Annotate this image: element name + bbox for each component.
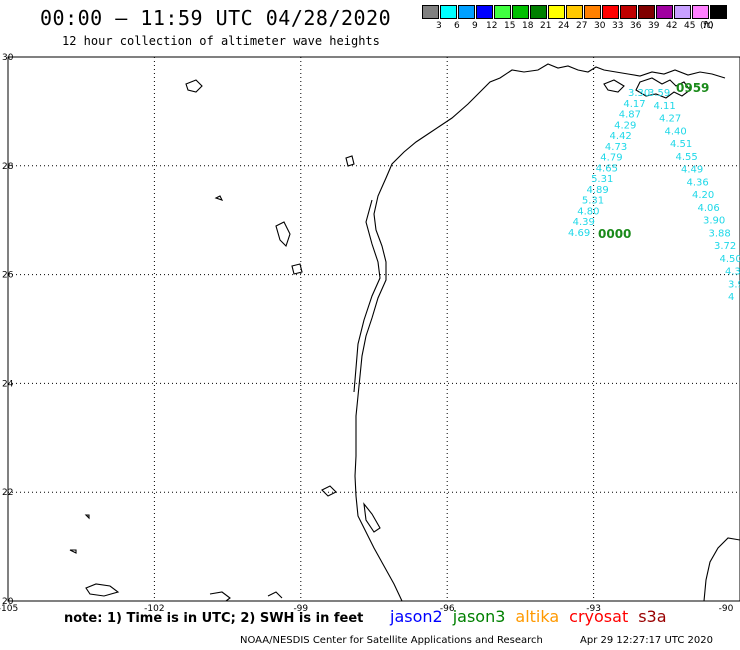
latitude-tick-label: 24 xyxy=(2,379,14,389)
swh-value-label: 4.06 xyxy=(698,203,720,214)
legend-label: 45 xyxy=(684,21,696,31)
longitude-tick-label: -102 xyxy=(144,604,164,614)
longitude-tick-label: -99 xyxy=(293,604,308,614)
swh-value-label: 4.39 xyxy=(573,217,595,228)
legend-label: 30 xyxy=(594,21,606,31)
latitude-tick-label: 26 xyxy=(2,271,14,281)
longitude-tick-label: -105 xyxy=(0,604,18,614)
swh-value-label: 4.49 xyxy=(681,165,703,176)
swh-value-label: 4.87 xyxy=(619,110,641,121)
swh-value-label: 4.11 xyxy=(654,101,676,112)
legend-swatch xyxy=(494,5,511,19)
longitude-tick-label: -93 xyxy=(586,604,601,614)
legend-swatch xyxy=(422,5,439,19)
legend-label: 27 xyxy=(576,21,588,31)
latitude-tick-label: 30 xyxy=(2,53,14,63)
swh-value-label: 5.31 xyxy=(582,196,604,207)
legend-swatch xyxy=(656,5,673,19)
latitude-tick-label: 28 xyxy=(2,162,14,172)
legend-swatch xyxy=(620,5,637,19)
swh-value-label: 4.29 xyxy=(614,120,636,131)
swh-value-label: 4.55 xyxy=(676,152,698,163)
satellite-cryosat: cryosat xyxy=(569,607,629,626)
swh-value-label: 5.31 xyxy=(591,174,613,185)
swh-value-label: 4.80 xyxy=(577,206,599,217)
swh-value-label: 4.40 xyxy=(665,126,687,137)
swh-value-label: 3.30 xyxy=(628,88,650,99)
legend-label: 42 xyxy=(666,21,678,31)
swh-value-label: 3.88 xyxy=(709,228,731,239)
legend-swatch xyxy=(440,5,457,19)
swh-value-label: 4.17 xyxy=(623,99,645,110)
longitude-tick-label: -96 xyxy=(440,604,455,614)
legend-swatch xyxy=(584,5,601,19)
credit-text: NOAA/NESDIS Center for Satellite Applica… xyxy=(240,635,543,646)
legend-swatch xyxy=(566,5,583,19)
legend-label: 15 xyxy=(504,21,516,31)
swh-value-label: 4.69 xyxy=(568,228,590,239)
swh-value-label: 4.79 xyxy=(600,153,622,164)
swh-value-label: 3.90 xyxy=(703,216,725,227)
legend-label: 3 xyxy=(436,21,442,31)
swh-value-label: 4.31 xyxy=(725,267,740,278)
swh-value-label: 4.89 xyxy=(586,185,608,196)
satellite-s3a: s3a xyxy=(638,607,667,626)
swh-value-label: 4.50 xyxy=(720,254,740,265)
swh-value-label: 3.9 xyxy=(728,279,740,290)
legend-label: 70 xyxy=(702,21,714,31)
legend-label: 24 xyxy=(558,21,570,31)
legend-label: 39 xyxy=(648,21,660,31)
legend-swatch xyxy=(512,5,529,19)
legend-swatch xyxy=(710,5,727,19)
legend-swatch xyxy=(602,5,619,19)
legend-swatch xyxy=(530,5,547,19)
latitude-tick-label: 22 xyxy=(2,488,13,498)
swh-value-label: 4.20 xyxy=(692,190,714,201)
legend-label: 12 xyxy=(486,21,498,31)
legend-label: 36 xyxy=(630,21,642,31)
longitude-tick-label: -90 xyxy=(719,604,734,614)
legend-swatch xyxy=(548,5,565,19)
swh-value-label: 4.36 xyxy=(687,177,709,188)
legend-swatch xyxy=(638,5,655,19)
satellite-jason2: jason2 xyxy=(390,607,443,626)
latitude-tick-label: 20 xyxy=(2,597,14,607)
swh-value-label: 3.72 xyxy=(714,241,736,252)
satellite-altika: altika xyxy=(515,607,560,626)
swh-value-label: 4.27 xyxy=(659,114,681,125)
legend-label: 21 xyxy=(540,21,552,31)
generated-time: Apr 29 12:27:17 UTC 2020 xyxy=(580,635,713,646)
map-frame xyxy=(7,56,740,602)
swh-value-label: 4.65 xyxy=(596,163,618,174)
altimeter-pass-pass-b: 3.59 4.11 4.274.40 4.51 4.55 4.494.36 4.20 4.06… xyxy=(648,81,740,303)
axis-tick-labels: -105 -102 -99 -96 -93 -90 30 28 26 24 22 20 xyxy=(0,53,734,614)
swh-value-label: 4.42 xyxy=(610,131,632,142)
pass-time-label: 0000 xyxy=(598,227,631,241)
swh-value-label: 4 xyxy=(728,292,734,303)
legend-unit: (ft) xyxy=(700,21,714,31)
note-text: note: 1) Time is in UTC; 2) SWH is in fe… xyxy=(64,611,364,626)
map-title: 00:00 – 11:59 UTC 04/28/2020 xyxy=(40,6,392,30)
altimeter-tracks: 3.304.174.874.294.424.734.794.655.314.89… xyxy=(568,81,740,303)
legend-swatch xyxy=(458,5,475,19)
satellite-jason3: jason3 xyxy=(452,607,506,626)
legend-swatch xyxy=(692,5,709,19)
legend-label: 33 xyxy=(612,21,624,31)
altimeter-pass-pass-a: 3.304.174.874.294.424.734.794.655.314.89… xyxy=(568,88,650,241)
pass-time-label: 0959 xyxy=(676,81,709,95)
legend-swatch xyxy=(476,5,493,19)
swh-value-label: 4.73 xyxy=(605,142,627,153)
swh-value-label: 3.59 xyxy=(648,88,670,99)
map-subtitle: 12 hour collection of altimeter wave hei… xyxy=(62,34,380,48)
swh-value-label: 4.51 xyxy=(670,139,692,150)
legend-label: 6 xyxy=(454,21,460,31)
legend-label: 18 xyxy=(522,21,534,31)
legend-label: 9 xyxy=(472,21,478,31)
satellite-legend: jason2 jason3 altika cryosat s3a xyxy=(390,607,677,626)
coastline xyxy=(69,63,740,602)
legend-swatch xyxy=(674,5,691,19)
